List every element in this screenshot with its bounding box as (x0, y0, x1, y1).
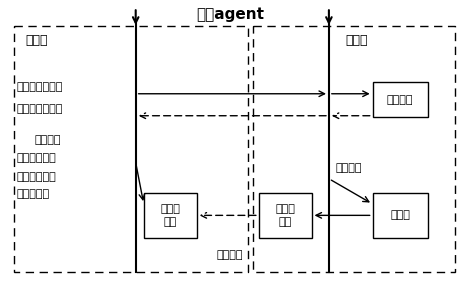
Bar (372, 193, 427, 238)
Text: 发布者: 发布者 (344, 34, 367, 47)
Text: 获取数据值相应: 获取数据值相应 (16, 104, 62, 114)
Bar (143, 193, 196, 238)
Text: 新数据通知: 新数据通知 (16, 189, 49, 199)
Text: 发布请求: 发布请求 (216, 251, 243, 260)
Bar (372, 82, 427, 117)
Text: 获取数据值请求: 获取数据值请求 (16, 82, 62, 92)
Text: 本地发送: 本地发送 (335, 163, 362, 173)
Bar (258, 193, 311, 238)
Text: 发送缓
冲区: 发送缓 冲区 (274, 204, 295, 227)
Text: 请求订阅信息: 请求订阅信息 (16, 153, 56, 163)
Text: 本地发送: 本地发送 (34, 135, 61, 145)
Text: 接收缓
冲区: 接收缓 冲区 (160, 204, 180, 227)
Text: 通信agent: 通信agent (196, 7, 263, 22)
Text: 数据对象: 数据对象 (386, 95, 413, 105)
Text: 订阅者: 订阅者 (25, 34, 48, 47)
Text: 数据集: 数据集 (389, 210, 409, 220)
Bar (252, 26, 454, 272)
Text: 相应订阅信息: 相应订阅信息 (16, 172, 56, 182)
Bar (14, 26, 248, 272)
